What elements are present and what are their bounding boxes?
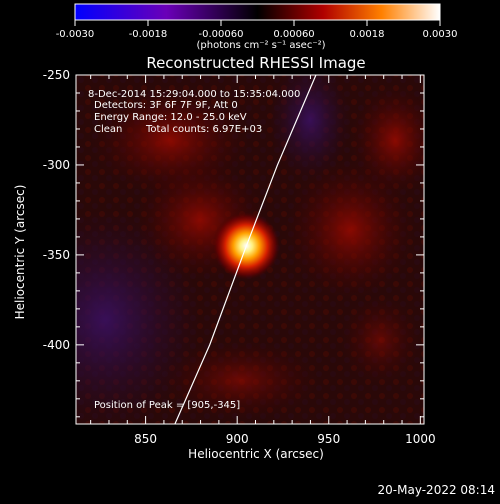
colorbar: [74, 3, 441, 21]
x-tick-label: 850: [134, 432, 157, 446]
colorbar-tick-label: -0.00060: [199, 29, 244, 40]
colorbar-ticks: -0.0030 -0.0018 -0.00060 0.00060 0.0018 0.003…: [56, 20, 458, 40]
x-tick-label: 950: [317, 432, 340, 446]
y-axis-label: Heliocentric Y (arcsec): [13, 185, 27, 320]
colorbar-tick-label: 0.0018: [350, 29, 385, 40]
image-field: [76, 75, 424, 424]
annotation-peak-position: Position of Peak = [905,-345]: [94, 400, 240, 411]
colorbar-unit-label: (photons cm⁻² s⁻¹ asec⁻²): [196, 40, 325, 51]
annotation-total-counts: Total counts: 6.97E+03: [145, 124, 262, 135]
y-tick-label: -400: [43, 338, 70, 352]
colorbar-tick-label: -0.0030: [56, 29, 95, 40]
footer-timestamp: 20-May-2022 08:14: [378, 483, 495, 497]
plot-frame: [75, 74, 425, 425]
annotation-detectors: Detectors: 3F 6F 7F 9F, Att 0: [94, 100, 238, 111]
y-tick-label: -350: [43, 248, 70, 262]
colorbar-tick-label: -0.0018: [129, 29, 168, 40]
solar-limb-line: [174, 75, 317, 424]
x-axis-label: Heliocentric X (arcsec): [188, 447, 324, 461]
colorbar-tick-label: 0.00060: [273, 29, 314, 40]
x-tick-label: 900: [226, 432, 249, 446]
colorbar-tick-label: 0.0030: [423, 29, 458, 40]
annotation-clean: Clean: [94, 124, 122, 135]
chart-title: Reconstructed RHESSI Image: [146, 54, 365, 72]
y-tick-label: -250: [43, 68, 70, 82]
annotation-time-range: 8-Dec-2014 15:29:04.000 to 15:35:04.000: [88, 89, 300, 100]
x-tick-label: 1000: [405, 432, 436, 446]
axis-ticks: 850 900 950 1000 -250 -300 -350 -400: [43, 68, 436, 446]
y-tick-label: -300: [43, 158, 70, 172]
annotation-energy-range: Energy Range: 12.0 - 25.0 keV: [94, 112, 247, 123]
